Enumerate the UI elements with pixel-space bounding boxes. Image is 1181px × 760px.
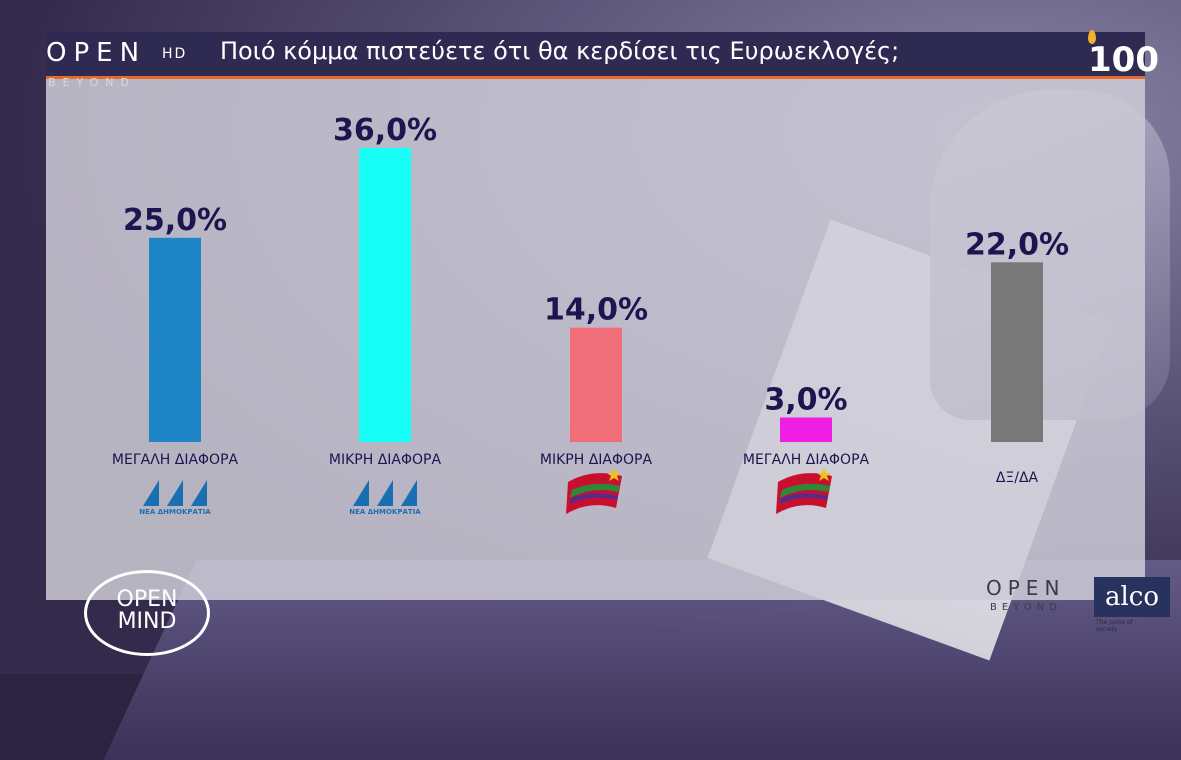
value-label-2: 36,0%	[333, 113, 437, 148]
footer-brand-logo: OPEN	[986, 576, 1066, 600]
category-label-2: ΜΙΚΡΗ ΔΙΑΦΟΡΑ	[329, 452, 442, 468]
category-label-5: ΔΞ/ΔΑ	[996, 470, 1039, 486]
value-label-3: 14,0%	[544, 293, 648, 328]
syriza-flag-icon	[776, 468, 832, 514]
syriza-flag-icon	[566, 468, 622, 514]
footer-brand-sub: BEYOND	[990, 602, 1062, 613]
category-label-1: ΜΕΓΑΛΗ ΔΙΑΦΟΡΑ	[112, 452, 239, 468]
category-label-4: ΜΕΓΑΛΗ ΔΙΑΦΟΡΑ	[743, 452, 870, 468]
bar-chart: 25,0% ΜΕΓΑΛΗ ΔΙΑΦΟΡΑ ΝΕΑ ΔΗΜΟΚΡΑΤΙΑ 36,0% ΜΙ…	[112, 113, 1069, 516]
chart-title: Ποιό κόμμα πιστεύετε ότι θα κερδίσει τις…	[220, 37, 900, 65]
bar-5	[991, 262, 1043, 442]
pollster-tagline: The pulse of society	[1096, 619, 1133, 633]
brand-hd-label: HD	[162, 46, 188, 62]
header-bar: OPEN HD Ποιό κόμμα πιστεύετε ότι θα κερδ…	[46, 32, 1145, 79]
chart-panel: OPEN HD Ποιό κόμμα πιστεύετε ότι θα κερδ…	[46, 32, 1170, 633]
nd-party-name: ΝΕΑ ΔΗΜΟΚΡΑΤΙΑ	[349, 508, 421, 516]
corner-100-logo: 100	[1088, 40, 1159, 80]
value-label-5: 22,0%	[965, 227, 1069, 262]
nd-party-name: ΝΕΑ ΔΗΜΟΚΡΑΤΙΑ	[139, 508, 211, 516]
bar-4	[780, 417, 832, 442]
nd-party-logo-icon	[143, 480, 207, 506]
value-label-4: 3,0%	[764, 383, 847, 418]
value-label-1: 25,0%	[123, 203, 227, 238]
pollster-logo: alco	[1094, 577, 1170, 617]
bar-3	[570, 327, 622, 442]
category-label-3: ΜΙΚΡΗ ΔΙΑΦΟΡΑ	[540, 452, 653, 468]
bar-1	[149, 237, 201, 442]
candle-flame-icon	[1088, 30, 1096, 44]
brand-logo: OPEN	[46, 38, 147, 68]
brand-sub-label: BEYOND	[48, 76, 136, 89]
bar-2	[359, 148, 411, 442]
nd-party-logo-icon	[353, 480, 417, 506]
open-mind-logo: OPEN MIND	[84, 570, 210, 656]
